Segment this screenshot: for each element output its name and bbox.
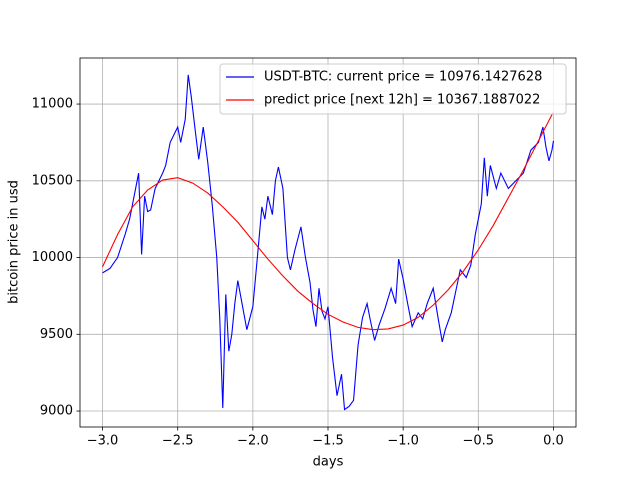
legend-box — [219, 63, 567, 115]
x-tick-label: −2.5 — [162, 434, 194, 449]
y-axis-label: bitcoin price in usd — [7, 180, 22, 304]
y-tick-label: 11000 — [32, 97, 73, 112]
x-tick-label: −3.0 — [87, 434, 119, 449]
y-tick-label: 10000 — [32, 250, 73, 265]
x-tick-label: −0.5 — [463, 434, 495, 449]
x-tick-label: −1.5 — [312, 434, 344, 449]
legend-label: predict price [next 12h] = 10367.1887022 — [264, 93, 540, 108]
y-tick-label: 10500 — [32, 173, 73, 188]
plot-frame — [79, 57, 577, 428]
y-tick-label: 9500 — [40, 327, 73, 342]
legend-label: USDT-BTC: current price = 10976.1427628 — [264, 70, 542, 85]
price-line — [102, 111, 554, 331]
x-axis-label: days — [313, 455, 344, 470]
x-tick-label: 0.0 — [543, 434, 564, 449]
x-tick-label: −2.0 — [237, 434, 269, 449]
x-tick-label: −1.0 — [387, 434, 419, 449]
y-tick-label: 9000 — [40, 404, 73, 419]
